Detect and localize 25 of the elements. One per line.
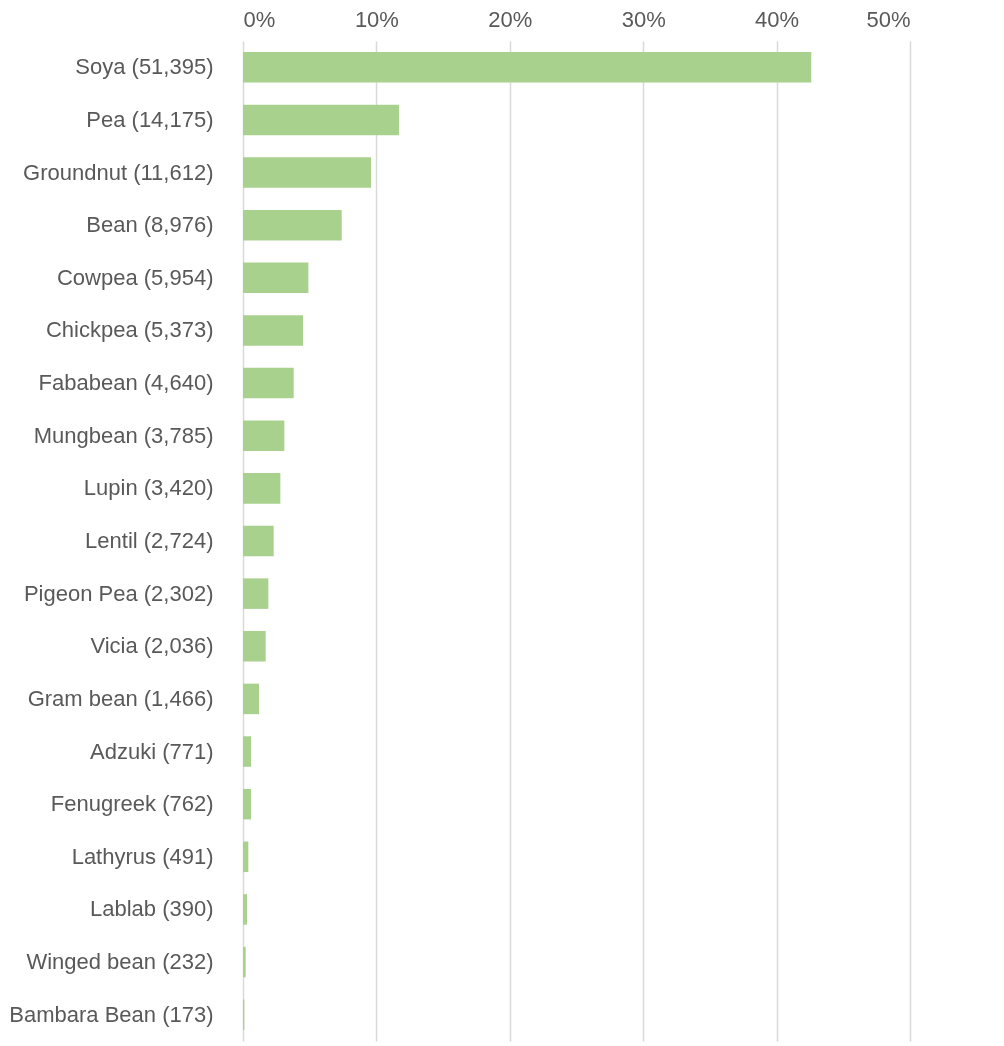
- x-tick-label: 0%: [243, 6, 276, 32]
- y-tick-label: Mungbean (3,785): [33, 422, 214, 448]
- x-tick-label: 10%: [354, 6, 399, 32]
- y-tick-label: Soya (51,395): [75, 54, 214, 80]
- y-tick-label: Lablab (390): [89, 896, 214, 922]
- y-tick-label: Bean (8,976): [86, 212, 214, 238]
- y-tick-label: Fababean (4,640): [38, 370, 214, 396]
- y-tick-label: Pea (14,175): [86, 106, 214, 132]
- y-tick-label: Fenugreek (762): [50, 791, 214, 817]
- y-tick-label: Cowpea (5,954): [56, 264, 214, 290]
- y-tick-label: Lupin (3,420): [83, 475, 214, 501]
- x-tick-label: 50%: [866, 6, 911, 32]
- y-tick-label: Winged bean (232): [26, 949, 214, 975]
- x-tick-label: 20%: [488, 6, 533, 32]
- x-tick-label: 30%: [621, 6, 666, 32]
- x-tick-label: 40%: [755, 6, 800, 32]
- y-tick-label: Lathyrus (491): [71, 843, 214, 869]
- y-tick-label: Groundnut (11,612): [23, 159, 214, 185]
- y-tick-label: Chickpea (5,373): [45, 317, 214, 343]
- y-tick-label: Lentil (2,724): [85, 528, 214, 553]
- y-tick-label: Vicia (2,036): [90, 633, 214, 659]
- y-tick-label: Bambara Bean (173): [9, 1001, 214, 1027]
- y-tick-label: Adzuki (771): [89, 738, 214, 764]
- y-tick-label: Pigeon Pea (2,302): [23, 580, 214, 606]
- y-tick-label: Gram bean (1,466): [27, 685, 214, 711]
